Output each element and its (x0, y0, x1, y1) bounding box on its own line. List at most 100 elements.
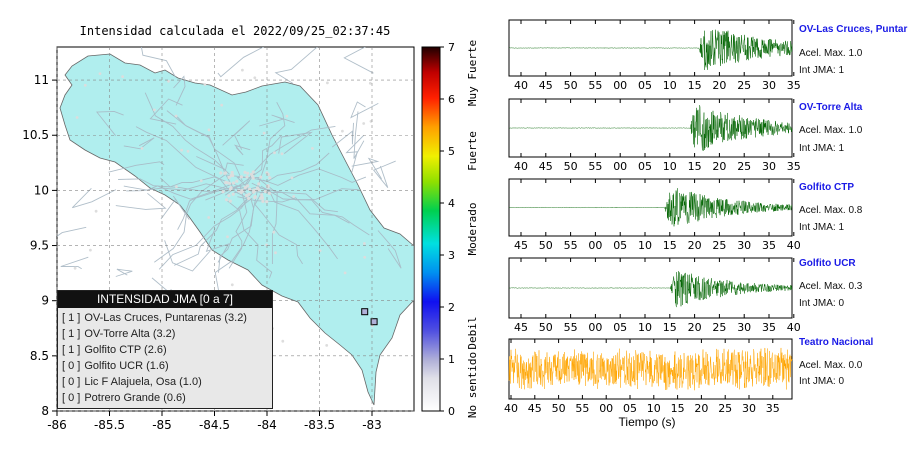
time-tick-label: 20 (712, 160, 726, 173)
lat-tick: 9.5 (30, 239, 414, 253)
time-tick-label: 50 (539, 239, 553, 252)
map-latitude-axis: 11 10.5 10 9.5 9 8.5 8 (22, 73, 414, 418)
time-tick-label: 30 (762, 79, 776, 92)
station-int: Int JMA: 1 (799, 65, 845, 76)
colorbar-category: Debil (466, 316, 479, 349)
lat-tick: 10 (34, 183, 414, 197)
station-acel: Acel. Max. 1.0 (799, 125, 863, 136)
time-tick-label: 50 (564, 79, 578, 92)
lat-tick: 8 (41, 404, 414, 418)
time-tick-label: 30 (742, 402, 756, 415)
lat-tick-label: 8 (41, 404, 49, 418)
lat-tick-label: 9.5 (30, 239, 49, 253)
time-tick-label: 30 (762, 160, 776, 173)
station-acel: Acel. Max. 0.0 (799, 360, 863, 371)
lon-tick-label: -85 (152, 418, 172, 432)
legend-jma: [ 1 ] (62, 312, 81, 324)
legend-station: OV-Torre Alta (3.2) (84, 328, 176, 340)
legend-row: [ 0 ] Lic F Alajuela, Osa (1.0) (58, 374, 272, 390)
lat-tick: 9 (41, 294, 414, 308)
time-tick-label: 30 (737, 321, 751, 334)
time-tick-label: 00 (613, 79, 627, 92)
time-axis-label: Tiempo (s) (619, 415, 676, 429)
time-tick-label: 40 (504, 402, 518, 415)
lon-tick-label: -83 (362, 418, 382, 432)
legend-station: Golfito UCR (1.6) (84, 360, 169, 372)
colorbar-tick: 4 (440, 197, 455, 210)
time-tick-label: 45 (539, 160, 553, 173)
colorbar-tick: 6 (440, 93, 455, 106)
station-int: Int JMA: 0 (799, 298, 845, 309)
waveform-panel: 45 50 55 00 05 10 15 20 25 30 35 40 (508, 257, 801, 334)
time-tick-label: 20 (688, 321, 702, 334)
colorbar-axis: 0 1 2 3 4 5 6 7 (440, 41, 455, 418)
time-tick-label: 20 (688, 239, 702, 252)
time-tick-label: 35 (762, 321, 776, 334)
legend-jma: [ 0 ] (62, 392, 81, 404)
time-tick-label: 00 (588, 321, 602, 334)
colorbar-tick: 3 (440, 249, 455, 262)
time-tick-label: 15 (671, 402, 685, 415)
time-tick-label: 25 (737, 160, 751, 173)
lon-tick-label: -85.5 (94, 418, 125, 432)
time-tick-label: 15 (688, 79, 702, 92)
colorbar-category: No sentido (466, 352, 479, 418)
time-tick-label: 40 (514, 160, 528, 173)
time-tick-label: 30 (737, 239, 751, 252)
time-tick-label: 00 (599, 402, 613, 415)
colorbar-tick: 0 (440, 405, 455, 418)
lon-tick: -83 (362, 47, 382, 432)
legend-jma: [ 1 ] (62, 344, 81, 356)
colorbar-tick-label: 6 (448, 93, 455, 106)
lat-tick: 8.5 (30, 349, 414, 363)
time-tick-label: 05 (638, 79, 652, 92)
time-tick-label: 15 (688, 160, 702, 173)
time-tick-label: 35 (787, 79, 801, 92)
colorbar-tick-label: 4 (448, 197, 455, 210)
lat-tick-label: 10.5 (22, 128, 49, 142)
time-tick-label: 10 (663, 160, 677, 173)
time-tick-label: 45 (514, 239, 528, 252)
station-name: Golfito UCR (799, 258, 856, 269)
waveform-panel: 40 45 50 55 00 05 10 15 20 25 30 35 (504, 338, 793, 415)
station-int: Int JMA: 1 (799, 143, 845, 154)
time-tick-label: 55 (588, 79, 602, 92)
legend-row: [ 1 ] OV-Las Cruces, Puntarenas (3.2) (58, 310, 272, 326)
colorbar-tick: 2 (440, 301, 455, 314)
time-tick-label: 10 (663, 79, 677, 92)
intensity-legend: INTENSIDAD JMA [0 a 7] [ 1 ] OV-Las Cruce… (57, 290, 273, 409)
time-tick-label: 10 (638, 321, 652, 334)
time-tick-label: 20 (712, 79, 726, 92)
map-title: Intensidad calculada el 2022/09/25_02:37… (80, 24, 391, 38)
waveform-trace (508, 29, 793, 70)
time-tick-label: 15 (663, 321, 677, 334)
time-tick-label: 05 (613, 321, 627, 334)
time-tick-label: 40 (787, 321, 801, 334)
time-tick-label: 20 (694, 402, 708, 415)
lat-tick: 11 (34, 73, 414, 87)
lat-tick-label: 10 (34, 183, 49, 197)
time-tick-label: 55 (588, 160, 602, 173)
lon-tick-label: -86 (47, 418, 67, 432)
station-int: Int JMA: 0 (799, 376, 845, 387)
map-longitude-axis: -86 -85.5 -85 -84.5 -84 -83.5 -83 (47, 47, 382, 432)
station-name: OV-Torre Alta (799, 102, 863, 113)
lon-tick-label: -84 (257, 418, 277, 432)
time-tick-label: 05 (613, 239, 627, 252)
colorbar-tick-label: 3 (448, 249, 455, 262)
colorbar-tick-label: 7 (448, 41, 455, 54)
legend-jma: [ 1 ] (62, 328, 81, 340)
lon-tick: -86 (47, 47, 67, 432)
lon-tick: -85 (152, 47, 172, 432)
station-acel: Acel. Max. 0.8 (799, 205, 863, 216)
time-tick-label: 55 (575, 402, 589, 415)
legend-row: [ 0 ] Potrero Grande (0.6) (58, 390, 272, 406)
station-name: Golfito CTP (799, 182, 854, 193)
waveform-trace (508, 271, 793, 308)
lon-tick-label: -83.5 (304, 418, 335, 432)
colorbar-tick: 5 (440, 145, 455, 158)
time-tick-label: 25 (737, 79, 751, 92)
colorbar-tick-label: 0 (448, 405, 455, 418)
colorbar-labels: No sentido Debil Moderado Fuerte Muy Fuerte (466, 40, 479, 418)
